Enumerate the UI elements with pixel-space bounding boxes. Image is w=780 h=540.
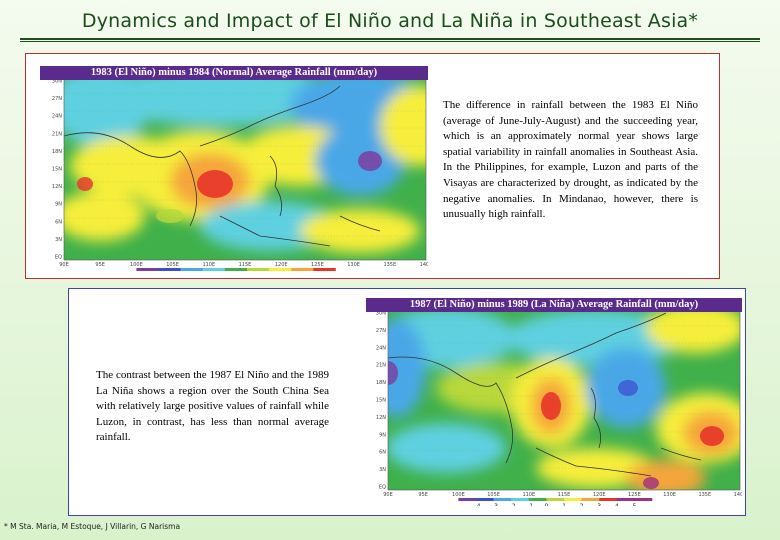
map-title-1987: 1987 (El Niño) minus 1989 (La Niña) Aver…	[366, 298, 742, 312]
colorbar-segment	[599, 498, 618, 501]
lat-tick-label: 3N	[55, 237, 62, 243]
lon-tick-label: 130E	[347, 262, 360, 268]
lat-tick-label: 3N	[379, 467, 386, 473]
map-title-1983: 1983 (El Niño) minus 1984 (Normal) Avera…	[40, 66, 428, 80]
lon-tick-label: 135E	[698, 492, 711, 498]
lon-tick-label: 105E	[487, 492, 500, 498]
colorbar-segment	[476, 498, 494, 501]
lat-tick-label: 18N	[376, 380, 386, 386]
lat-tick-label: 15N	[52, 167, 62, 173]
colorbar-label: −2	[507, 503, 516, 506]
lat-tick-label: 30N	[376, 311, 386, 317]
colorbar-segment	[313, 268, 336, 271]
colorbar-segment	[247, 268, 270, 271]
colorbar-label: 1	[562, 503, 566, 506]
lon-tick-label: 95E	[418, 492, 428, 498]
colorbar-label: 2	[580, 503, 584, 506]
lon-tick-label: 100E	[130, 262, 143, 268]
description-1983: The difference in rainfall between the 1…	[443, 99, 698, 221]
lon-tick-label: 125E	[628, 492, 641, 498]
lat-tick-label: 21N	[376, 363, 386, 369]
colorbar-segment	[269, 268, 292, 271]
title-rule-thin	[20, 41, 760, 42]
rainfall-map-1983-svg: 30N 27N 24N 21N 18N 15N 12N 9N 6N 3N EQ 90E 95E 100E…	[40, 66, 428, 272]
title-rule	[20, 38, 760, 40]
lat-tick-label: 27N	[52, 96, 62, 102]
lon-tick-label: 120E	[593, 492, 606, 498]
description-1987: The contrast between the 1987 El Niño an…	[96, 369, 329, 444]
lat-tick-label: 24N	[52, 114, 62, 120]
colorbar-segment	[158, 268, 181, 271]
lat-tick-label: 9N	[55, 202, 62, 208]
lat-tick-label: 12N	[52, 184, 62, 190]
lat-tick-label: 21N	[52, 131, 62, 137]
rainfall-map-1983: 30N 27N 24N 21N 18N 15N 12N 9N 6N 3N EQ 90E 95E 100E…	[40, 66, 428, 272]
colorbar-segment	[581, 498, 600, 501]
lat-tick-label: 18N	[52, 149, 62, 155]
lon-tick-label: 140E	[420, 262, 428, 268]
colorbar-label: 0	[544, 503, 548, 506]
colorbar-segment	[564, 498, 582, 501]
lat-tick-label: 24N	[376, 345, 386, 351]
lon-tick-label: 90E	[383, 492, 393, 498]
lon-tick-label: 125E	[311, 262, 324, 268]
lon-tick-label: 120E	[275, 262, 288, 268]
colorbar-label: −4	[472, 503, 481, 506]
author-footnote: * M Sta. Maria, M Estoque, J Villarin, G…	[4, 522, 181, 531]
rainfall-map-1987-svg: 30N 27N 24N 21N 18N 15N 12N 9N 6N 3N EQ 90E 95E 100E…	[366, 298, 742, 506]
colorbar-segment	[224, 268, 248, 271]
lon-tick-label: 135E	[383, 262, 396, 268]
colorbar-segment	[180, 268, 204, 271]
colorbar-label: −3	[489, 503, 498, 506]
lon-tick-label: 115E	[239, 262, 252, 268]
colorbar-segment	[291, 268, 314, 271]
lon-tick-label: 115E	[558, 492, 571, 498]
colorbar-segment	[136, 268, 159, 271]
colorbar-label: −1	[524, 503, 533, 506]
lat-tick-label: EQ	[55, 255, 62, 261]
colorbar-segment	[511, 498, 530, 501]
colorbar-label: 5	[632, 503, 636, 506]
lon-tick-label: 90E	[59, 262, 69, 268]
lat-tick-label: 12N	[376, 415, 386, 421]
colorbar-label: 4	[615, 503, 619, 506]
lon-tick-label: 95E	[95, 262, 105, 268]
rainfall-map-1987: 30N 27N 24N 21N 18N 15N 12N 9N 6N 3N EQ 90E 95E 100E…	[366, 298, 742, 506]
lon-tick-label: 140E	[734, 492, 742, 498]
colorbar-label: 3	[597, 503, 601, 506]
lat-tick-label: 30N	[52, 79, 62, 85]
colorbar-segment	[458, 498, 477, 501]
lon-tick-label: 100E	[452, 492, 465, 498]
lat-tick-label: 6N	[379, 450, 386, 456]
lat-tick-label: EQ	[379, 485, 386, 491]
slide-title: Dynamics and Impact of El Niño and La Ni…	[81, 10, 699, 32]
lat-tick-label: 15N	[376, 398, 386, 404]
colorbar-segment	[616, 498, 635, 501]
lon-tick-label: 110E	[522, 492, 535, 498]
lon-tick-label: 110E	[202, 262, 215, 268]
lat-tick-label: 9N	[379, 432, 386, 438]
colorbar-segment	[493, 498, 512, 501]
lat-tick-label: 27N	[376, 328, 386, 334]
lon-tick-label: 105E	[166, 262, 179, 268]
colorbar-segment	[546, 498, 565, 501]
colorbar-segment	[528, 498, 547, 501]
colorbar-segment	[634, 498, 653, 501]
lat-tick-label: 6N	[55, 219, 62, 225]
lon-tick-label: 130E	[663, 492, 676, 498]
colorbar-segment	[202, 268, 226, 271]
